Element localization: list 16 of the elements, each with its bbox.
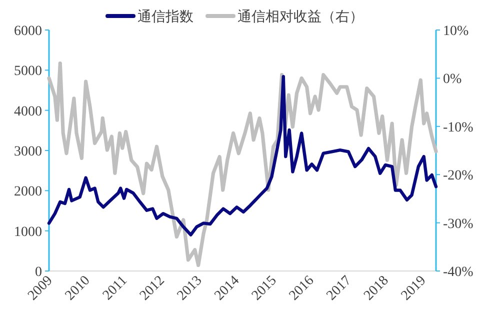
y2-tick-label: -30% (443, 216, 474, 232)
y-tick-label: 6000 (14, 24, 42, 39)
y2-tick-label: 0% (443, 72, 462, 88)
legend-label: 通信相对收益（右） (238, 9, 364, 25)
y-tick-label: 5000 (14, 64, 42, 80)
x-tick-label: 2011 (100, 273, 130, 304)
y-tick-label: 3000 (14, 144, 42, 160)
y-tick-label: 1000 (14, 224, 42, 240)
y2-tick-label: -40% (443, 265, 474, 280)
y2-tick-label: -10% (443, 120, 474, 136)
y-tick-label: 2000 (14, 184, 42, 200)
y2-tick-label: -20% (443, 168, 474, 184)
y-tick-label: 4000 (14, 104, 42, 120)
y2-tick-label: 10% (443, 24, 469, 39)
y-tick-label: 0 (35, 265, 42, 280)
legend-label: 通信指数 (138, 9, 194, 25)
